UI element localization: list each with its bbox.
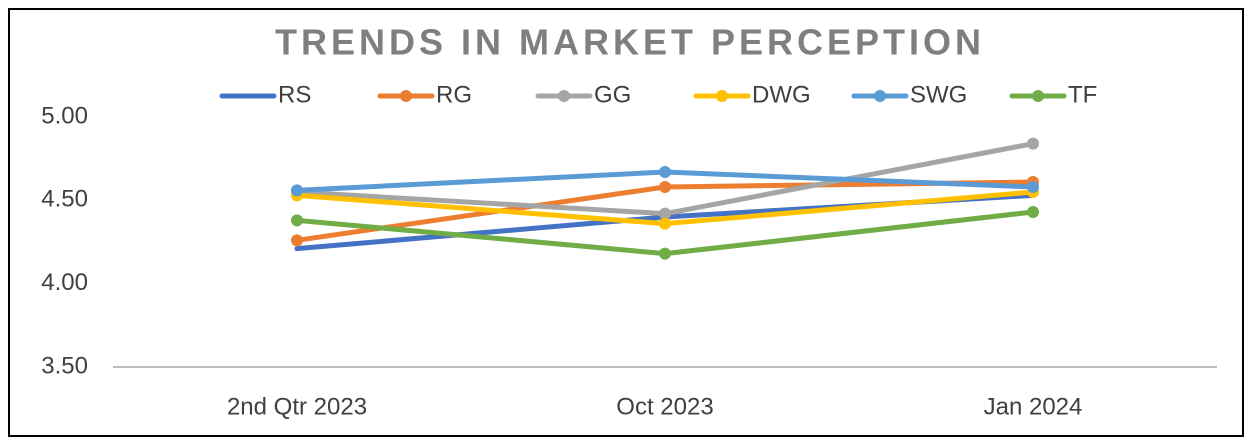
point-marker [659,166,671,178]
legend-label: GG [594,81,631,108]
point-marker [659,247,671,260]
point-marker [659,217,671,230]
point-marker [1027,206,1039,218]
point-marker [1027,137,1039,150]
y-tick-label: 5.00 [41,102,88,129]
legend-label: TF [1068,81,1097,108]
point-marker [659,207,671,220]
legend-marker [716,90,728,102]
point-marker [659,181,671,193]
legend-marker [558,90,570,102]
point-marker [291,214,303,227]
point-marker [291,234,303,247]
point-marker [1027,181,1039,193]
legend-marker [874,90,886,102]
legend-label: RG [436,81,472,108]
legend-label: DWG [752,81,811,108]
point-marker [291,184,303,197]
chart-title: TRENDS IN MARKET PERCEPTION [275,22,985,63]
legend-marker [400,90,412,102]
x-tick-label: Jan 2024 [984,393,1083,420]
x-tick-label: Oct 2023 [616,393,713,420]
y-tick-label: 4.50 [41,186,88,213]
x-tick-label: 2nd Qtr 2023 [227,393,367,420]
legend-label: SWG [910,81,967,108]
y-tick-label: 4.00 [41,269,88,296]
y-tick-label: 3.50 [41,352,88,379]
legend-marker [1032,90,1044,102]
legend-label: RS [278,81,311,108]
